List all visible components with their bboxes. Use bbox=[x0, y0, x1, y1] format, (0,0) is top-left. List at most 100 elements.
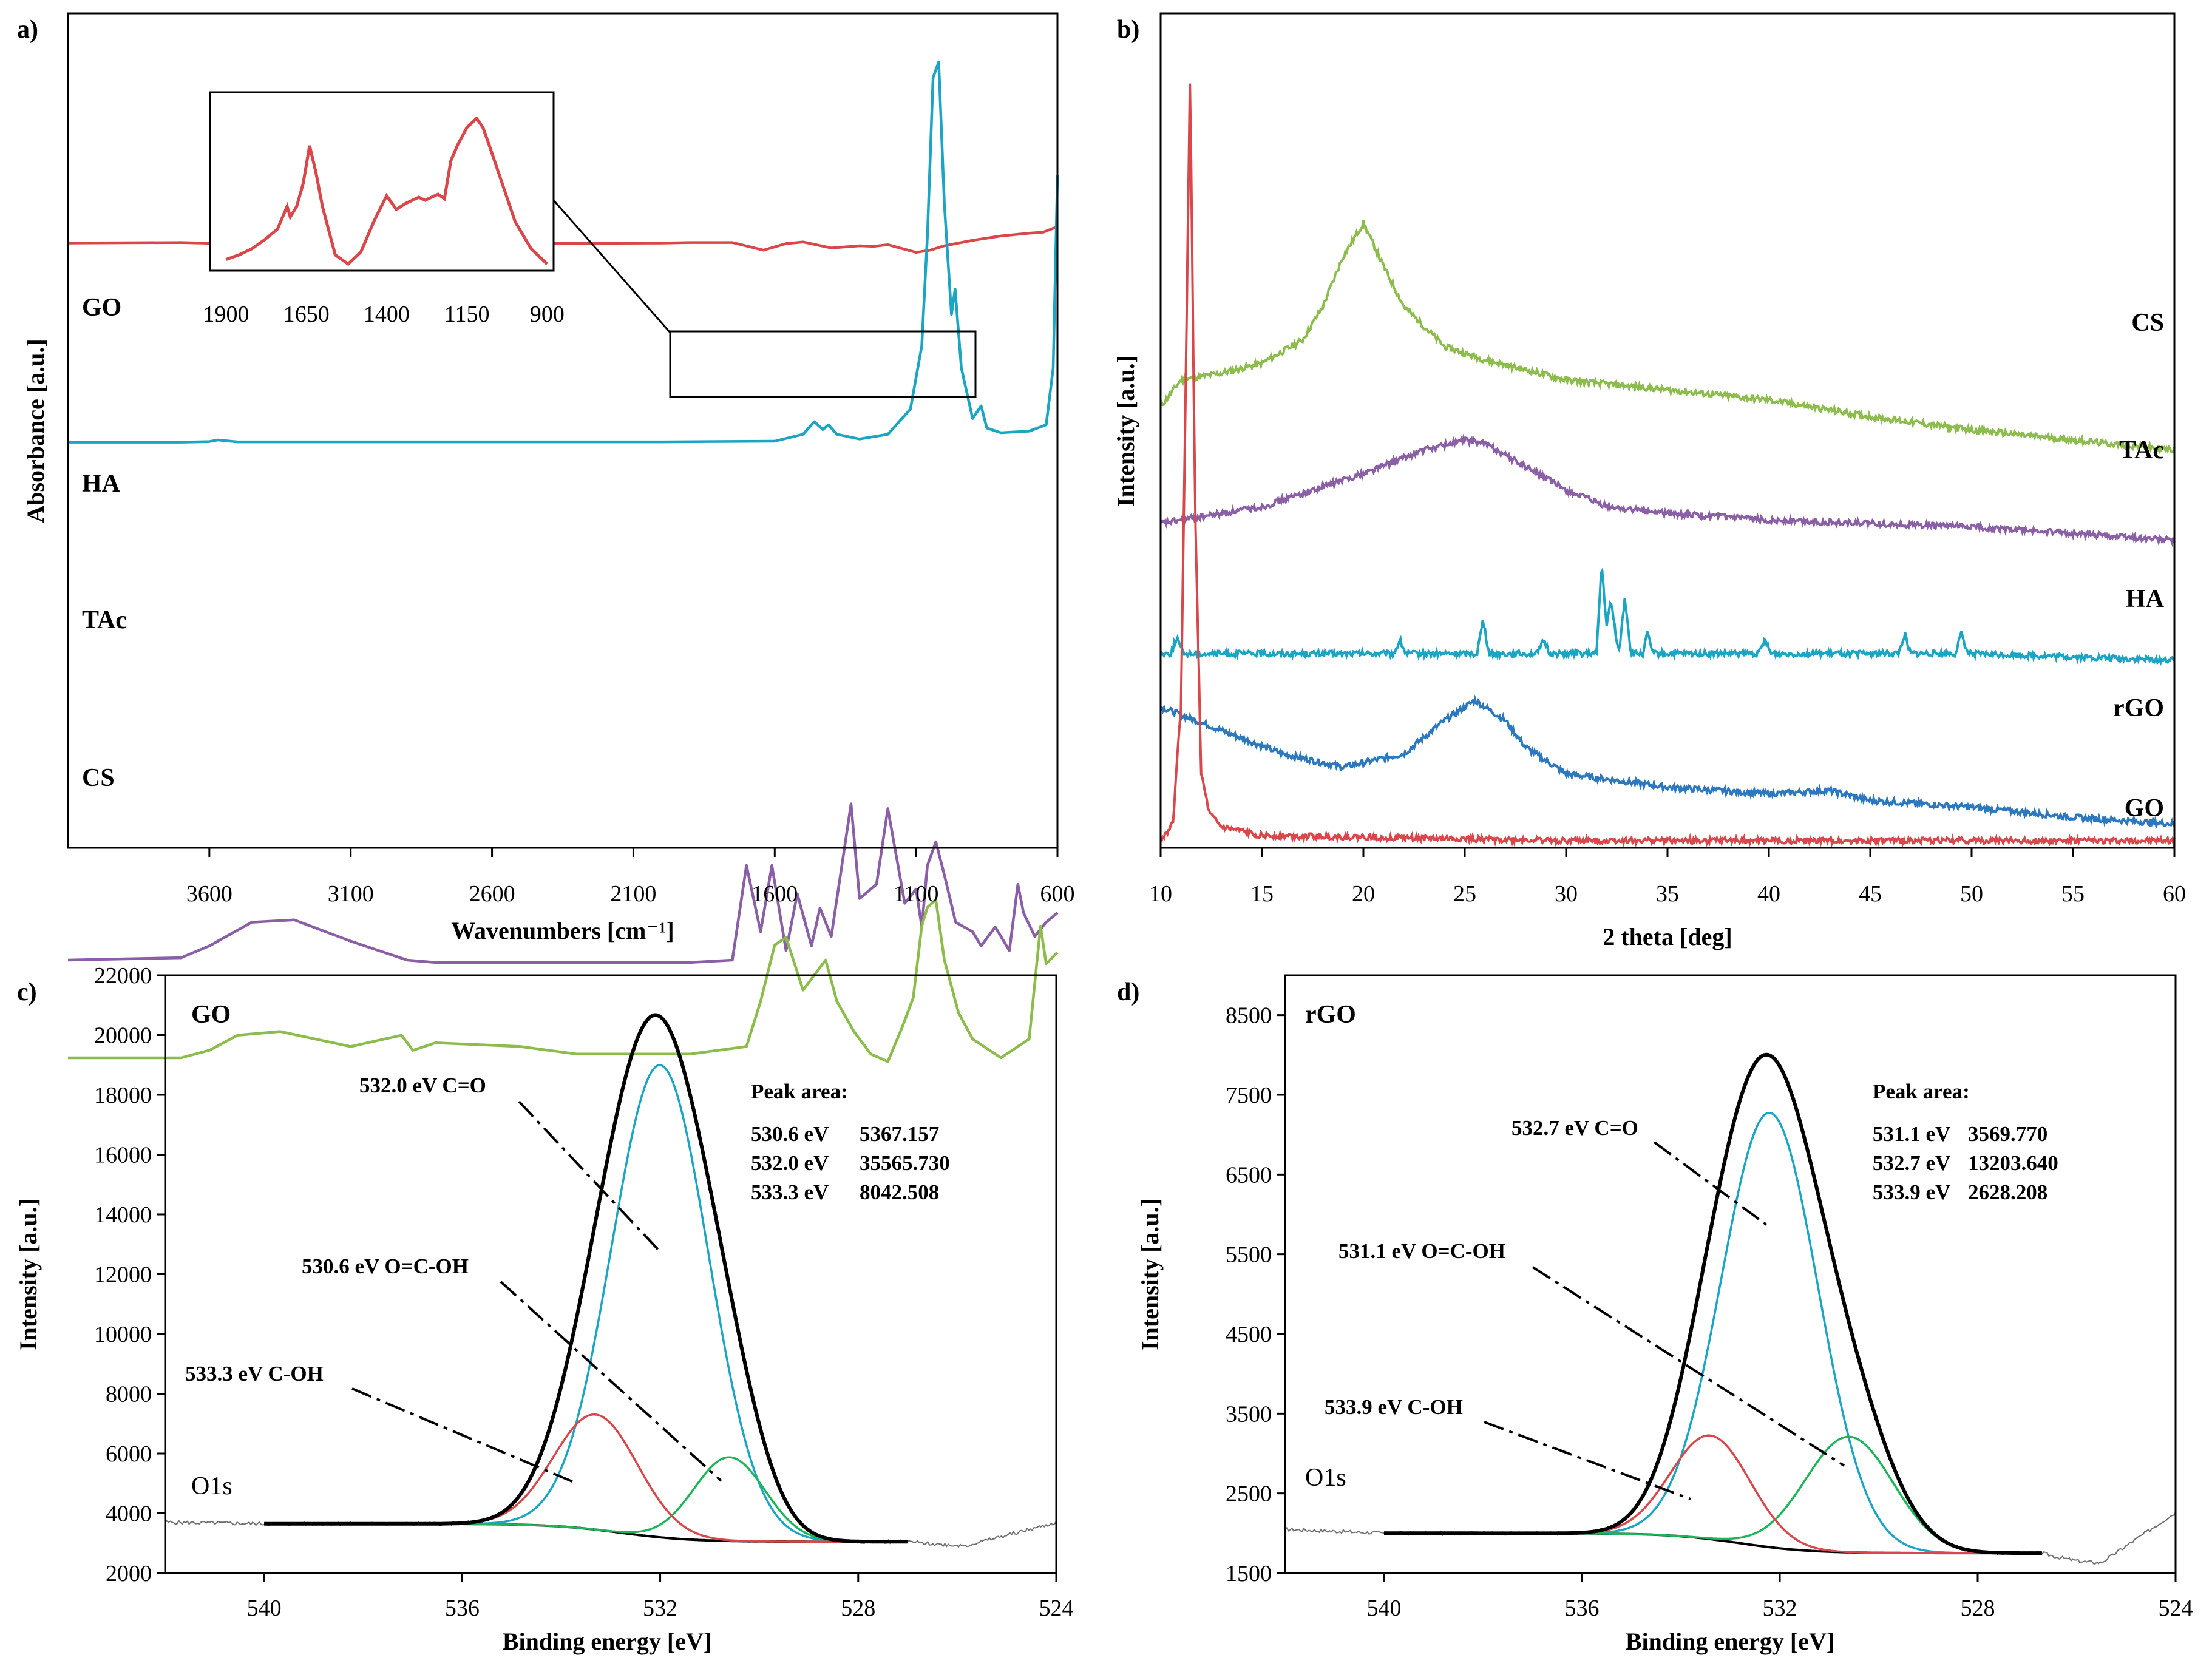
panel-a-plot-frame bbox=[67, 12, 1059, 849]
peak-area-value: 3569.770 bbox=[1968, 1122, 2047, 1146]
ftir-line-tac bbox=[67, 802, 1059, 964]
xps-envelope bbox=[264, 1013, 908, 1544]
panel-a-series-labels: GO HA TAc CS bbox=[82, 294, 127, 792]
xps-background bbox=[1384, 1532, 2042, 1555]
y-tick-label: 12000 bbox=[94, 1262, 152, 1288]
panel-a-x-axis-label: Wavenumbers [cm⁻¹] bbox=[451, 917, 674, 944]
x-tick-label: 532 bbox=[643, 1596, 677, 1621]
peak-area-energy: 530.6 eV bbox=[751, 1122, 829, 1146]
x-tick-label: 540 bbox=[1367, 1596, 1402, 1621]
peak-area-value: 5367.157 bbox=[860, 1122, 939, 1146]
peak-area-energy: 533.3 eV bbox=[751, 1180, 829, 1204]
peak-area-value: 35565.730 bbox=[860, 1151, 950, 1175]
inset-tick-label: 1150 bbox=[444, 302, 490, 327]
panel-d-x-ticks: 540 536 532 528 524 bbox=[1367, 1573, 2193, 1621]
y-tick-label: 4000 bbox=[106, 1501, 152, 1527]
panel-b-xrd: b) CS TAc HA rGO GO 10 15 20 25 30 35 40 45 50 55 60 2… bbox=[1112, 12, 2186, 950]
panel-c-annotation: 530.6 eV O=C-OH bbox=[302, 1254, 469, 1278]
inset-tick-label: 1900 bbox=[203, 302, 249, 327]
panel-c-y-ticks: 2000 4000 6000 8000 10000 12000 14000 16000 1800… bbox=[94, 963, 165, 1586]
panel-c-x-axis-label: Binding energy [eV] bbox=[503, 1628, 711, 1655]
xrd-line-tac bbox=[1159, 433, 2176, 547]
panel-c-annotation-leader bbox=[518, 1100, 662, 1253]
ftir-series-label: GO bbox=[82, 294, 121, 322]
x-tick-label: 524 bbox=[2159, 1596, 2193, 1621]
inset-line-go bbox=[225, 116, 549, 266]
peak-area-value: 8042.508 bbox=[860, 1180, 939, 1204]
peak-area-energy: 533.9 eV bbox=[1873, 1180, 1950, 1204]
panel-b-plot-frame bbox=[1159, 12, 2176, 849]
peak-area-energy: 532.0 eV bbox=[751, 1151, 829, 1175]
y-tick-label: 2000 bbox=[106, 1561, 152, 1586]
x-tick-label: 35 bbox=[1656, 881, 1679, 907]
y-tick-label: 6000 bbox=[106, 1441, 152, 1467]
panel-d-x-axis-label: Binding energy [eV] bbox=[1626, 1628, 1834, 1655]
panel-c-annotation-leader bbox=[351, 1387, 578, 1485]
panel-c-xps-go: c) 2000 4000 6000 8000 10000 12000 14000 16000 1… bbox=[15, 963, 1074, 1655]
panel-c-annotation: 532.0 eV C=O bbox=[359, 1074, 486, 1097]
xrd-series-label: CS bbox=[2131, 309, 2164, 337]
x-tick-label: 528 bbox=[1961, 1596, 1995, 1621]
x-tick-label: 2100 bbox=[610, 881, 656, 907]
x-tick-label: 25 bbox=[1453, 881, 1476, 907]
panel-a-series bbox=[67, 60, 1059, 1063]
panel-a-inset-frame bbox=[209, 91, 555, 272]
y-tick-label: 6500 bbox=[1226, 1162, 1272, 1188]
panel-a-inset-series bbox=[225, 116, 549, 266]
ftir-line-ha bbox=[68, 60, 1059, 444]
panel-d-y-axis-label: Intensity [a.u.] bbox=[1136, 1199, 1164, 1350]
panel-c-y-axis-label: Intensity [a.u.] bbox=[15, 1199, 42, 1350]
panel-c-curves bbox=[165, 1013, 1057, 1548]
panel-d-peak-area-table: Peak area: 531.1 eV 3569.770 532.7 eV 13… bbox=[1873, 1080, 2058, 1204]
peak-area-value: 13203.640 bbox=[1968, 1151, 2058, 1175]
panel-d-annotation: 532.7 eV C=O bbox=[1511, 1116, 1638, 1140]
panel-c-peak-area-title: Peak area: bbox=[751, 1080, 848, 1103]
peak-area-value: 2628.208 bbox=[1968, 1180, 2047, 1204]
panel-d-label: d) bbox=[1117, 978, 1139, 1006]
panel-a-label: a) bbox=[17, 16, 38, 44]
x-tick-label: 2600 bbox=[469, 881, 515, 907]
x-tick-label: 524 bbox=[1039, 1596, 1074, 1621]
xrd-line-ha bbox=[1159, 567, 2176, 666]
panel-a-x-ticks: 3600 3100 2600 2100 1600 1100 600 bbox=[186, 848, 1075, 907]
xrd-line-go bbox=[1159, 83, 2176, 848]
xps-component-peak bbox=[264, 1456, 908, 1543]
xps-component-peak bbox=[1384, 1434, 2042, 1554]
y-tick-label: 14000 bbox=[94, 1202, 152, 1228]
panel-d-annotation: 533.9 eV C-OH bbox=[1325, 1395, 1463, 1419]
x-tick-label: 10 bbox=[1149, 881, 1172, 907]
panel-a-zoom-box bbox=[669, 330, 977, 398]
panel-d-annotation-leader bbox=[1484, 1421, 1691, 1500]
panel-b-x-axis-label: 2 theta [deg] bbox=[1603, 923, 1732, 950]
xrd-series-label: TAc bbox=[2119, 436, 2164, 464]
panel-d-plot-frame bbox=[1284, 974, 2177, 1574]
x-tick-label: 15 bbox=[1250, 881, 1274, 907]
panel-d-sample-label: rGO bbox=[1305, 1001, 1356, 1029]
x-tick-label: 3100 bbox=[328, 881, 374, 907]
x-tick-label: 536 bbox=[445, 1596, 480, 1621]
xrd-series-label: rGO bbox=[2113, 694, 2164, 722]
y-tick-label: 18000 bbox=[94, 1083, 152, 1108]
x-tick-label: 30 bbox=[1555, 881, 1578, 907]
panel-a-zoom-connector bbox=[552, 200, 671, 333]
xrd-series-label: HA bbox=[2126, 585, 2165, 613]
panel-b-series-labels: CS TAc HA rGO GO bbox=[2113, 309, 2165, 822]
panel-c-annotations: 532.0 eV C=O 530.6 eV O=C-OH 533.3 eV C-… bbox=[185, 1074, 722, 1485]
x-tick-label: 20 bbox=[1352, 881, 1375, 907]
x-tick-label: 50 bbox=[1960, 881, 1983, 907]
y-tick-label: 20000 bbox=[94, 1023, 152, 1049]
xrd-line-cs bbox=[1159, 220, 2176, 455]
ftir-line-cs bbox=[68, 898, 1059, 1063]
y-tick-label: 22000 bbox=[94, 963, 152, 989]
x-tick-label: 1100 bbox=[894, 881, 939, 907]
panel-d-y-ticks: 1500 2500 3500 4500 5500 6500 7500 8500 bbox=[1226, 1003, 1285, 1586]
x-tick-label: 40 bbox=[1757, 881, 1780, 907]
x-tick-label: 540 bbox=[247, 1596, 282, 1621]
x-tick-label: 45 bbox=[1859, 881, 1882, 907]
inset-tick-label: 1400 bbox=[364, 302, 410, 327]
y-tick-label: 4500 bbox=[1226, 1322, 1272, 1347]
panel-c-annotation-leader bbox=[500, 1281, 722, 1482]
ftir-series-label: HA bbox=[82, 470, 121, 498]
panel-c-sample-label: GO bbox=[191, 1001, 231, 1029]
